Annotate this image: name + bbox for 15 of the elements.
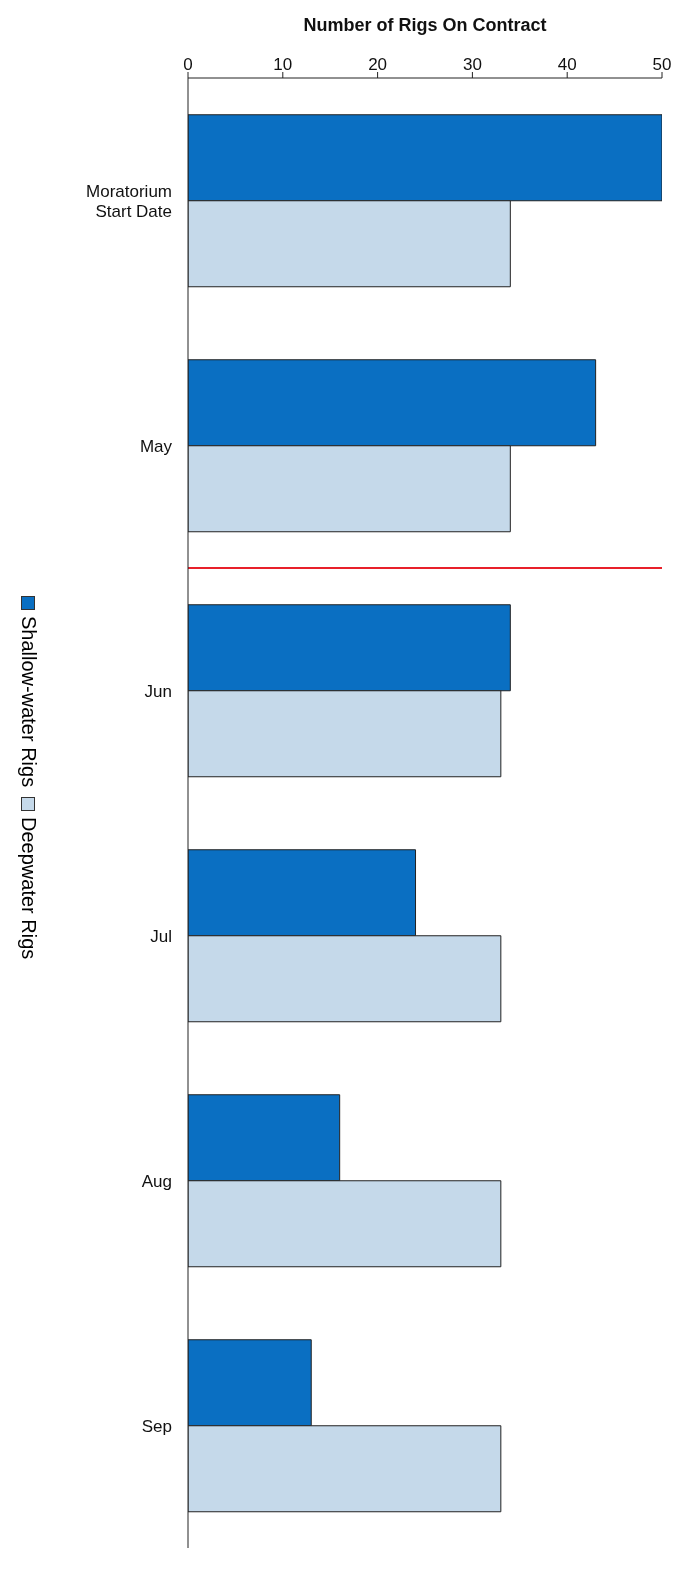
x-tick-label: 10 bbox=[273, 55, 293, 74]
y-tick-label: Jul bbox=[150, 926, 172, 946]
x-tick-label: 0 bbox=[183, 55, 193, 74]
y-tick-label: Moratorium Start Date bbox=[86, 181, 172, 221]
legend-label: Deepwater Rigs bbox=[16, 817, 40, 960]
y-tick-label: Jun bbox=[144, 681, 172, 701]
x-tick-label: 20 bbox=[368, 55, 388, 74]
legend-label: Shallow-water Rigs bbox=[16, 616, 40, 788]
y-tick-label: May bbox=[139, 436, 173, 456]
x-tick-label: 50 bbox=[652, 55, 672, 74]
y-tick-label: Aug bbox=[141, 1171, 172, 1191]
x-tick-label: 40 bbox=[557, 55, 577, 74]
x-tick-label: 30 bbox=[462, 55, 482, 74]
y-tick-label: Sep bbox=[141, 1416, 172, 1436]
x-axis-title: Number of Rigs On Contract bbox=[303, 14, 547, 35]
